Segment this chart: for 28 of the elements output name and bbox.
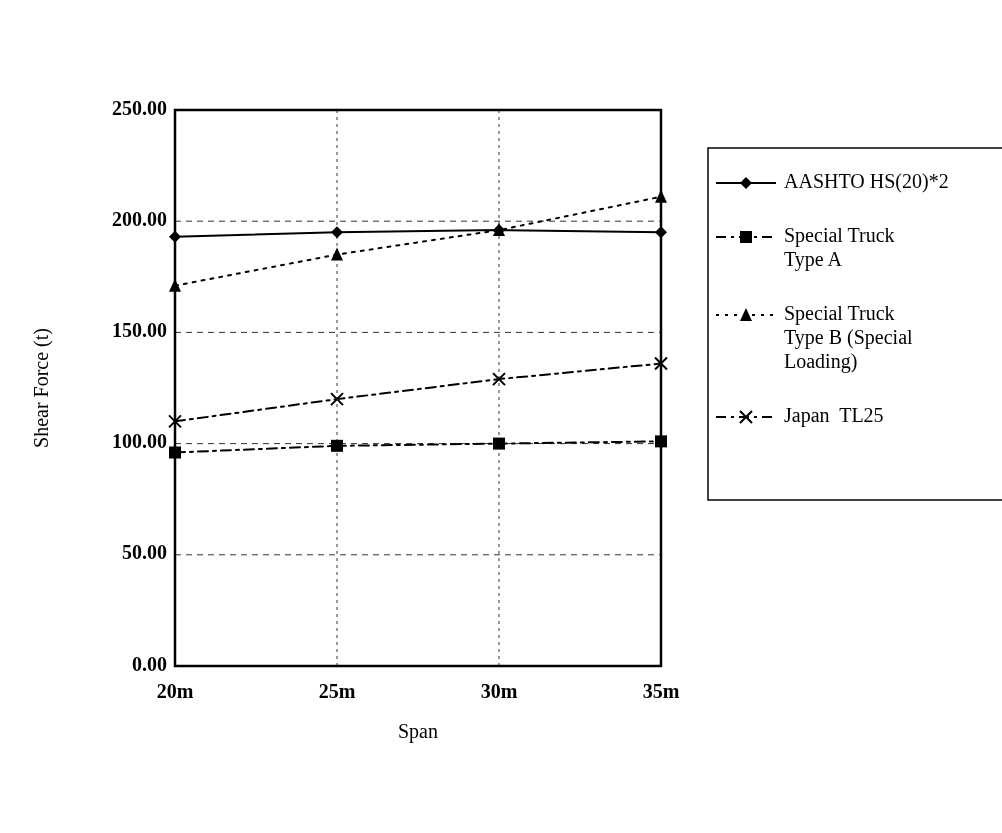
x-tick-label: 35m — [642, 680, 680, 702]
point — [493, 437, 505, 450]
point — [655, 226, 667, 239]
x-tick-label: 30m — [480, 680, 518, 702]
y-tick-label: 50.00 — [122, 541, 167, 564]
point — [330, 392, 344, 407]
legend-label: Special Truck Type B (Special Loading) — [784, 301, 914, 373]
y-tick-label: 100.00 — [112, 430, 167, 453]
legend-label: AASHTO HS(20)*2 — [784, 169, 949, 193]
point — [168, 414, 182, 429]
point — [654, 356, 668, 371]
x-axis-title: Span — [398, 720, 438, 743]
legend-label: Special Truck Type A — [784, 223, 895, 271]
point — [331, 226, 343, 239]
x-tick-label: 20m — [156, 680, 194, 702]
point — [492, 372, 506, 387]
point — [169, 446, 181, 459]
y-tick-label: 200.00 — [112, 207, 167, 230]
legend-label: Japan TL25 — [784, 403, 884, 427]
point — [169, 230, 181, 243]
y-tick-label: 150.00 — [112, 318, 167, 341]
x-tick-label: 25m — [318, 680, 356, 702]
y-tick-label: 250.00 — [112, 96, 167, 119]
point — [331, 439, 343, 452]
point — [331, 247, 343, 261]
y-tick-label: 0.00 — [132, 652, 167, 675]
point — [655, 435, 667, 448]
y-axis-title: Shear Force (t) — [30, 328, 53, 448]
